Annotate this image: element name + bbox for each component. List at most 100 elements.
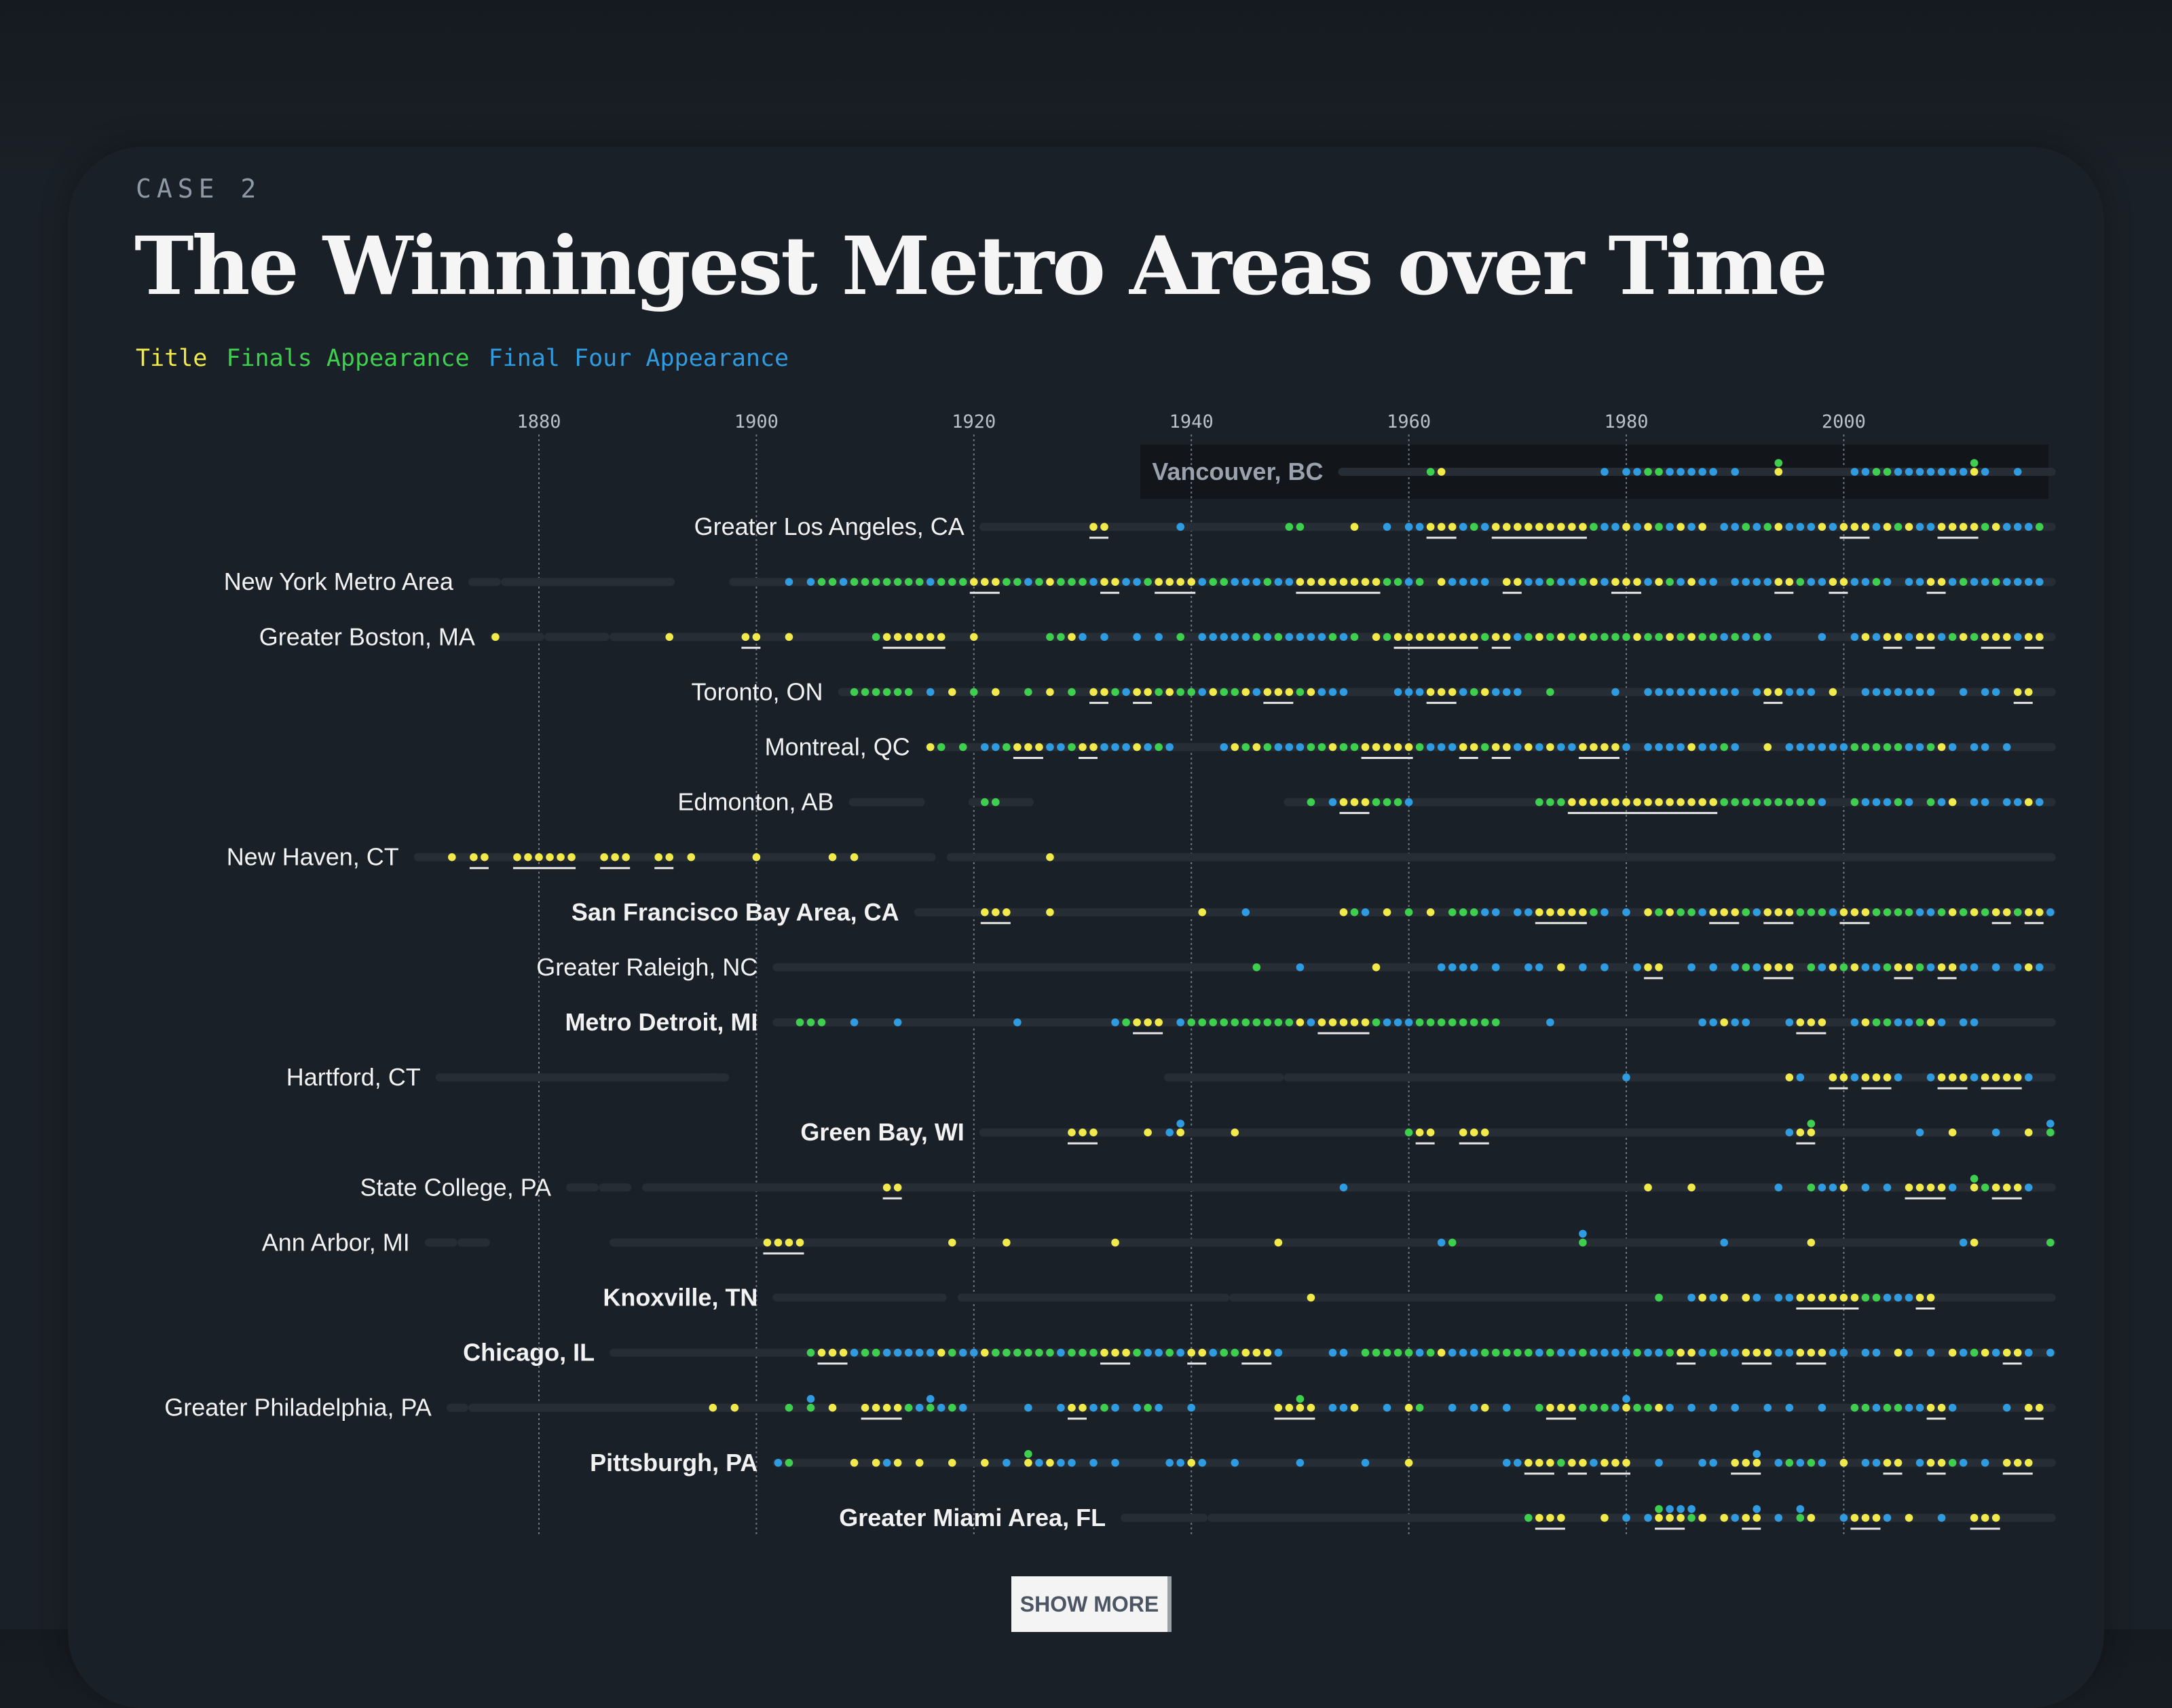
final-four-dot <box>1959 963 1968 971</box>
title-dot <box>1774 688 1783 697</box>
final-four-dot <box>1937 633 1946 642</box>
title-dot <box>1763 1348 1772 1357</box>
title-dot <box>1274 1403 1283 1412</box>
show-more-button[interactable]: SHOW MORE <box>1011 1576 1172 1632</box>
activity-track <box>544 633 610 642</box>
title-dot <box>1568 1459 1576 1467</box>
title-dot <box>1926 1018 1935 1026</box>
title-dot <box>1568 523 1576 531</box>
title-dot <box>1383 908 1391 916</box>
final-four-dot <box>1502 688 1511 697</box>
title-dot <box>1590 743 1598 751</box>
finals-dot <box>1872 578 1881 586</box>
title-dot <box>1111 1348 1119 1357</box>
final-four-dot <box>1915 578 1924 586</box>
finals-dot <box>1709 1348 1717 1357</box>
finals-dot <box>1122 1018 1130 1026</box>
title-dot <box>1524 1459 1533 1467</box>
finals-dot <box>1426 1348 1435 1357</box>
finals-dot <box>1046 633 1054 642</box>
final-four-dot <box>2024 1183 2033 1192</box>
final-four-dot <box>1991 963 2000 971</box>
final-four-dot <box>2035 578 2044 586</box>
final-four-dot <box>1753 578 1761 586</box>
title-dot <box>1426 633 1435 642</box>
title-dot <box>1546 523 1554 531</box>
title-dot <box>1742 1459 1750 1467</box>
final-four-dot <box>926 578 935 586</box>
final-four-dot <box>1655 1348 1663 1357</box>
final-four-dot <box>1579 1229 1587 1238</box>
final-four-dot <box>1600 578 1609 586</box>
finals-dot <box>937 743 945 751</box>
title-dot <box>1285 688 1294 697</box>
finals-dot <box>1339 743 1348 751</box>
finals-dot <box>1502 1348 1511 1357</box>
final-four-dot <box>1753 1505 1761 1513</box>
activity-track <box>610 1238 2056 1247</box>
final-four-dot <box>1111 1459 1119 1467</box>
activity-track <box>468 578 501 587</box>
title-dot <box>1796 1293 1805 1302</box>
finals-dot <box>1220 1348 1229 1357</box>
finals-dot <box>1894 523 1903 531</box>
final-four-dot <box>1937 468 1946 476</box>
final-four-dot <box>1165 1128 1174 1136</box>
finals-dot <box>1252 633 1261 642</box>
finals-dot <box>992 1348 1000 1357</box>
finals-dot <box>1742 798 1750 806</box>
final-four-dot <box>1176 1119 1184 1128</box>
final-four-dot <box>1937 798 1946 806</box>
finals-dot <box>1426 468 1435 476</box>
title-dot <box>817 1348 826 1357</box>
title-dot <box>1970 1514 1979 1522</box>
title-dot <box>1861 1018 1870 1026</box>
final-four-dot <box>1861 963 1870 971</box>
final-four-dot <box>1905 633 1913 642</box>
finals-dot <box>1731 798 1739 806</box>
title-dot <box>948 1459 956 1467</box>
title-dot <box>622 853 630 861</box>
title-dot <box>1633 633 1641 642</box>
finals-dot <box>2046 1128 2055 1136</box>
title-dot <box>1024 743 1032 751</box>
title-dot <box>1372 963 1381 971</box>
title-dot <box>1557 1514 1565 1522</box>
title-dot <box>937 1348 945 1357</box>
title-dot <box>1644 798 1652 806</box>
title-dot <box>1655 798 1663 806</box>
title-dot <box>1328 1018 1337 1026</box>
final-four-dot <box>1991 1348 2000 1357</box>
finals-dot <box>861 1348 869 1357</box>
final-four-dot <box>1926 1073 1935 1081</box>
final-four-dot <box>1959 688 1968 697</box>
title-dot <box>1687 1183 1696 1192</box>
title-dot <box>1100 523 1108 531</box>
finals-dot <box>817 1018 826 1026</box>
final-four-dot <box>1079 633 1087 642</box>
final-four-dot <box>1948 468 1957 476</box>
title-dot <box>1404 1459 1413 1467</box>
title-dot <box>1046 688 1054 697</box>
title-dot <box>1514 578 1522 586</box>
finals-dot <box>1372 1348 1381 1357</box>
final-four-dot <box>1307 633 1315 642</box>
finals-dot <box>872 578 880 586</box>
final-four-dot <box>1818 1403 1827 1412</box>
title-dot <box>709 1403 717 1412</box>
title-dot <box>1698 1514 1706 1522</box>
final-four-dot <box>1328 688 1337 697</box>
title-dot <box>1317 1018 1326 1026</box>
final-four-dot <box>1850 468 1859 476</box>
finals-dot <box>1046 1348 1054 1357</box>
finals-dot <box>1796 1514 1805 1522</box>
final-four-dot <box>1535 578 1543 586</box>
activity-track <box>642 1183 2056 1192</box>
title-dot <box>1600 1514 1609 1522</box>
title-dot <box>1437 578 1446 586</box>
title-dot <box>763 1238 772 1247</box>
title-dot <box>1861 908 1870 916</box>
final-four-dot <box>1285 633 1294 642</box>
final-four-dot <box>1644 1348 1652 1357</box>
title-dot <box>1535 908 1543 916</box>
